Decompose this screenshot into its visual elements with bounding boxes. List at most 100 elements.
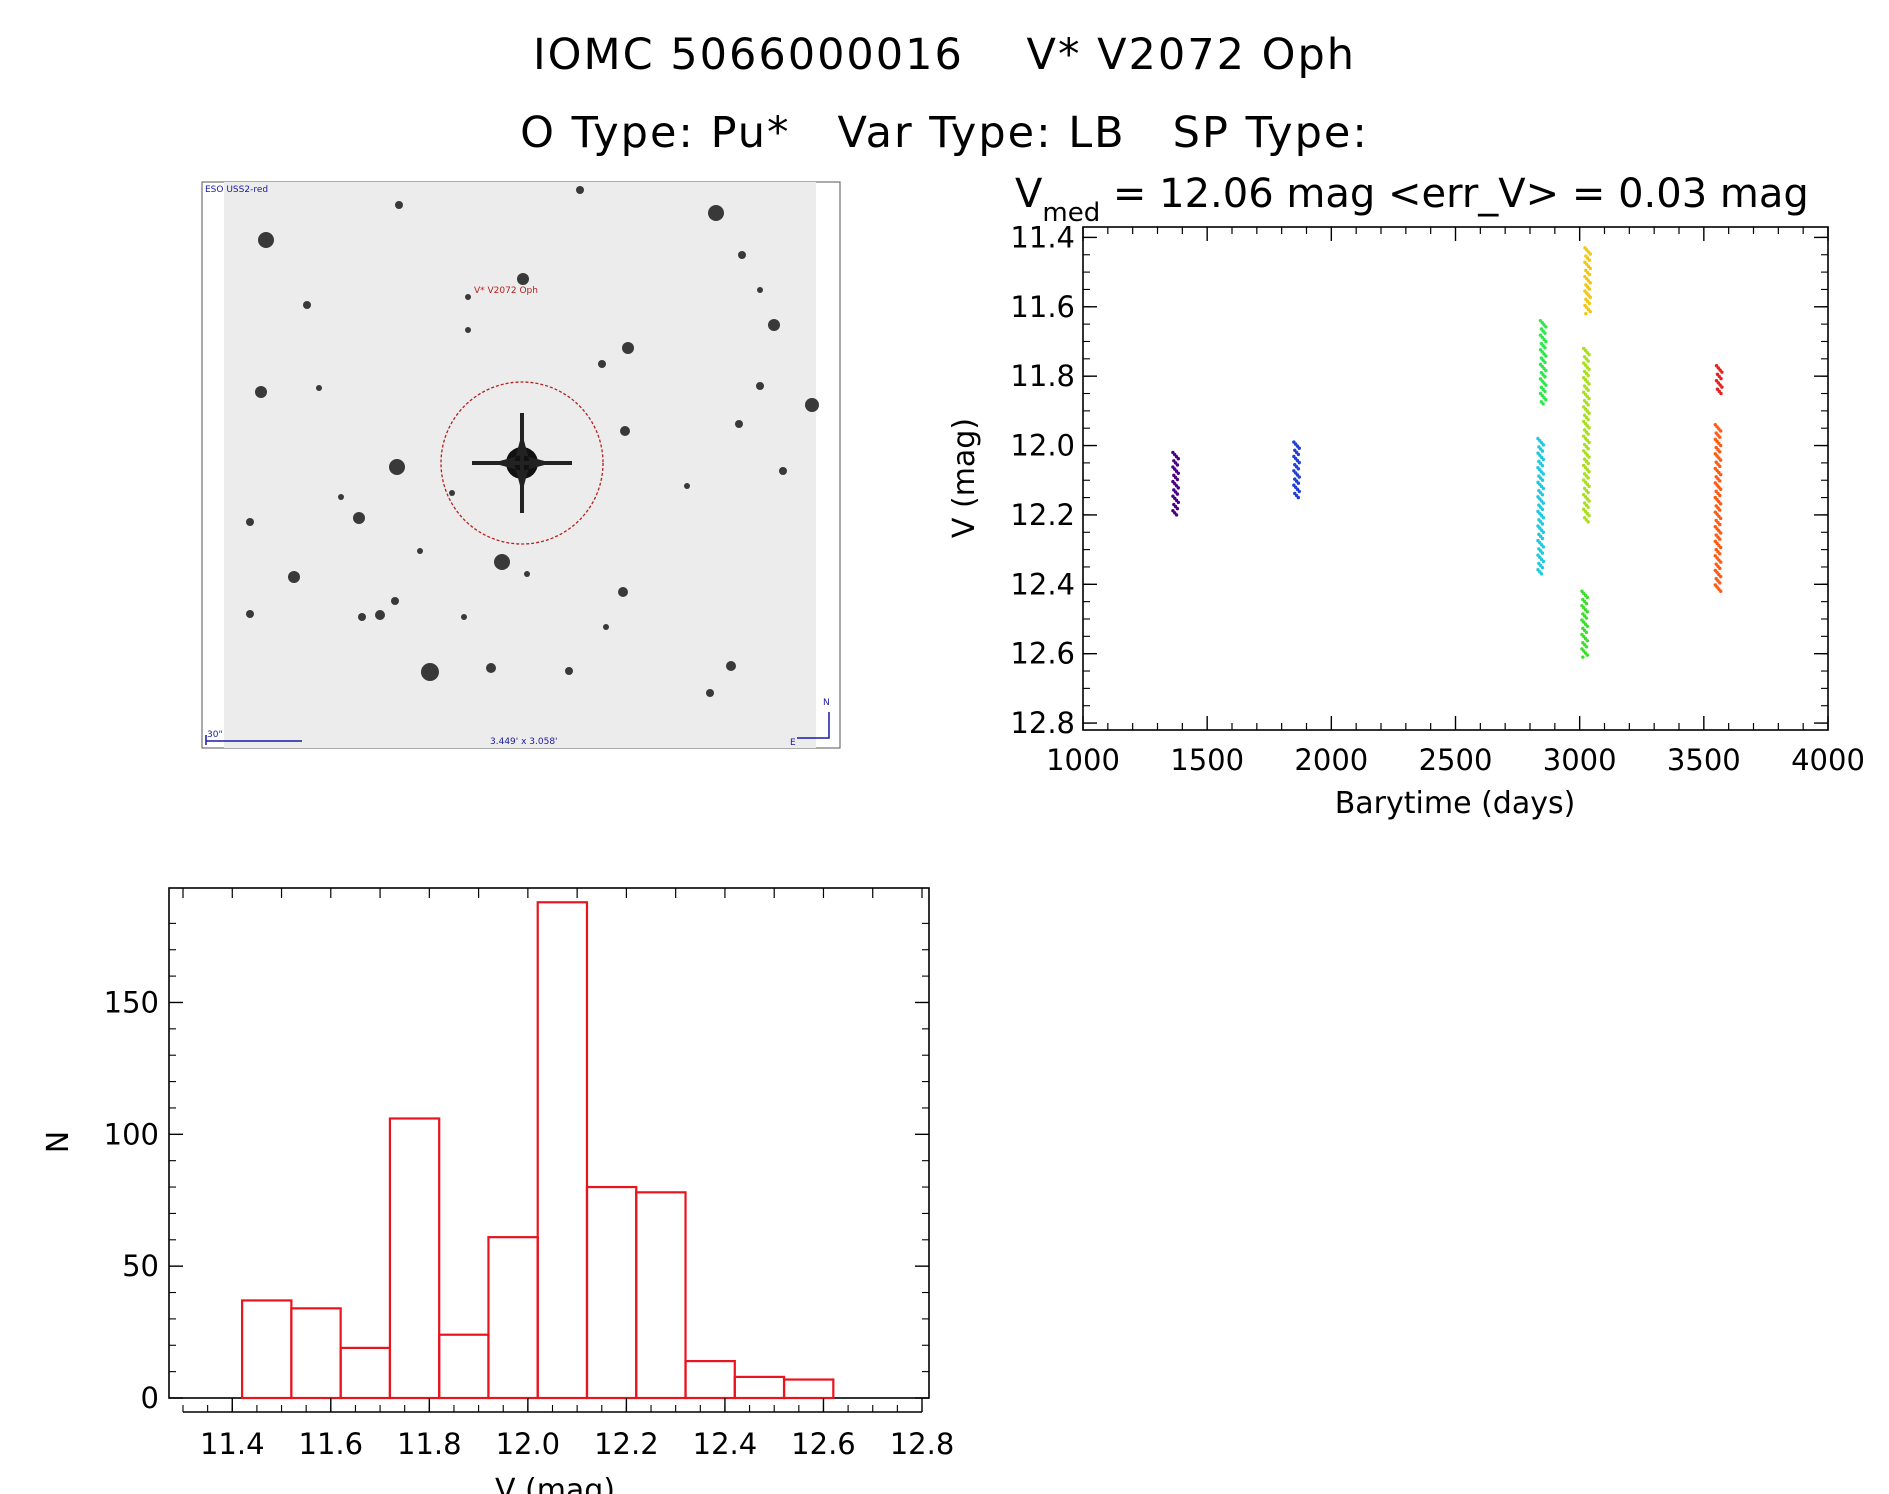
lc-data-point	[1544, 368, 1548, 373]
lc-ylabel: V (mag)	[947, 418, 982, 538]
field-star	[757, 287, 763, 293]
lc-data-point	[1296, 467, 1301, 471]
lc-data-point	[1718, 493, 1722, 498]
lc-x-tick-label: 3000	[1543, 743, 1617, 777]
lc-x-tick-label: 4000	[1791, 743, 1865, 777]
lc-data-point	[1718, 574, 1723, 579]
field-star	[494, 554, 510, 570]
lc-data-point	[1587, 382, 1591, 386]
lc-data-point	[1586, 505, 1590, 509]
lc-data-point	[1544, 339, 1548, 344]
lc-stats-text: Vmed = 12.06 mag <err_V> = 0.03 mag	[1015, 171, 1809, 228]
lc-data-point	[1718, 429, 1723, 433]
lc-data-point	[1719, 376, 1723, 381]
hist-bar	[438, 1333, 490, 1400]
lc-data-point	[1718, 522, 1722, 527]
lc-xlabel: Barytime (days)	[1335, 786, 1576, 821]
hist-bars	[241, 901, 835, 1400]
lc-data-point	[1587, 499, 1591, 503]
lc-data-point	[1587, 367, 1591, 372]
lc-data-point	[1718, 450, 1722, 454]
field-star	[706, 689, 714, 697]
lc-data-point	[1543, 331, 1547, 335]
hist-bar	[585, 1185, 638, 1400]
compass-east-label: E	[790, 738, 796, 748]
lc-data-point	[1540, 463, 1545, 468]
field-star	[618, 587, 628, 597]
lc-y-tick-label: 12.4	[1010, 567, 1075, 601]
lc-data-point	[1584, 616, 1589, 620]
lc-data-point	[1543, 389, 1547, 394]
lc-data-point	[1174, 513, 1179, 517]
hist-y-tick-label: 100	[104, 1117, 159, 1151]
lc-data-point	[1718, 435, 1722, 439]
field-star	[449, 490, 455, 496]
lc-data-point	[1541, 545, 1546, 549]
lc-data-point	[1718, 537, 1722, 541]
lc-data-point	[1587, 352, 1591, 357]
hist-x-tick-label: 12.4	[693, 1427, 758, 1461]
lc-data-point	[1588, 281, 1593, 285]
lc-data-point	[1720, 370, 1724, 374]
field-star	[622, 342, 634, 354]
field-star	[246, 610, 254, 618]
lc-data-point	[1175, 492, 1180, 496]
lc-data-point	[1718, 472, 1723, 477]
lc-data-point	[1588, 309, 1593, 314]
lc-data-point	[1297, 460, 1301, 465]
lc-data-point	[1296, 495, 1301, 500]
target-star	[472, 413, 572, 513]
lc-x-tick-label: 1500	[1170, 743, 1244, 777]
lc-data-point	[1541, 530, 1546, 534]
lc-data-point	[1718, 502, 1723, 506]
lc-data-point	[1541, 472, 1546, 476]
field-star	[805, 398, 819, 412]
field-star	[726, 661, 736, 671]
lc-stats-prefix: V	[1015, 171, 1043, 217]
lc-data-point	[1586, 388, 1590, 392]
lc-y-tick-label: 12.2	[1010, 498, 1075, 532]
field-star	[620, 426, 630, 436]
lc-data-point	[1587, 426, 1591, 430]
lc-data-point	[1587, 470, 1591, 474]
hist-xlabel: V (mag)	[495, 1473, 615, 1494]
lc-data-point	[1718, 508, 1722, 512]
fov-label: 3.449' x 3.058'	[490, 737, 558, 747]
lc-data-point	[1541, 515, 1546, 520]
lc-data-point	[1718, 560, 1723, 564]
lc-data-point	[1586, 447, 1590, 451]
lc-y-tick-label: 11.8	[1010, 359, 1075, 393]
hist-bar	[388, 1117, 441, 1400]
lc-data-point	[1541, 501, 1546, 505]
field-star	[389, 459, 405, 475]
lc-stats-rest: = 12.06 mag <err_V> = 0.03 mag	[1100, 171, 1809, 217]
hist-x-tick-label: 12.2	[594, 1427, 659, 1461]
star-field	[246, 186, 819, 697]
lc-data-point	[1581, 655, 1585, 659]
lc-x-tick-label: 3500	[1667, 743, 1741, 777]
target-label: V* V2072 Oph	[474, 286, 538, 296]
field-star	[735, 420, 743, 428]
lc-data-point	[1175, 463, 1180, 467]
field-star	[288, 571, 300, 583]
lc-data-point	[1585, 610, 1590, 614]
lc-data-point	[1541, 443, 1546, 447]
lc-data-point	[1587, 396, 1591, 401]
hist-y-tick-label: 50	[122, 1249, 159, 1283]
field-star	[768, 319, 780, 331]
lc-axes: 1000 1500 2000 2500 3000 3500 4000 11.4 11.6 11.8…	[1010, 220, 1864, 777]
field-star	[708, 205, 724, 221]
field-star	[738, 251, 746, 259]
lc-data-point	[1585, 624, 1590, 628]
field-star	[338, 494, 344, 500]
field-star	[417, 548, 423, 554]
lc-data-point	[1584, 312, 1588, 316]
lc-data-point	[1587, 258, 1592, 262]
lc-data-point	[1543, 375, 1547, 379]
field-star	[395, 201, 403, 209]
lc-data-point	[1176, 457, 1181, 461]
hist-bar	[290, 1307, 342, 1400]
lc-data-point	[1586, 417, 1590, 422]
lc-data-point	[1588, 295, 1593, 299]
